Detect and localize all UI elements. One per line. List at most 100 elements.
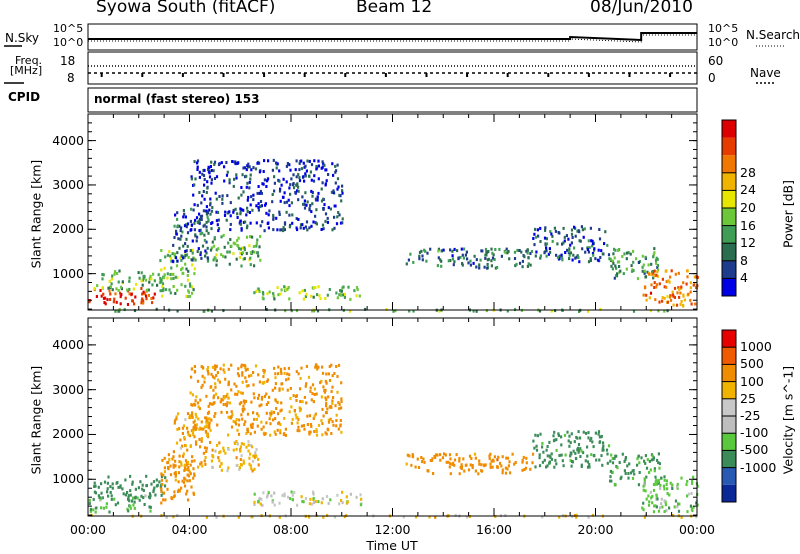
echo-cell bbox=[186, 489, 189, 493]
echo-cell bbox=[329, 207, 332, 211]
echo-cell bbox=[321, 422, 324, 426]
echo-cell bbox=[245, 213, 248, 217]
echo-cell bbox=[405, 462, 408, 466]
echo-cell bbox=[269, 433, 272, 437]
echo-cell bbox=[320, 187, 323, 191]
echo-cell bbox=[264, 202, 267, 206]
echo-cell bbox=[695, 501, 698, 505]
echo-cell bbox=[189, 444, 192, 448]
echo-cell bbox=[196, 161, 199, 165]
echo-cell bbox=[243, 248, 246, 252]
echo-cell bbox=[645, 466, 649, 470]
echo-cell bbox=[505, 456, 508, 460]
echo-cell bbox=[100, 491, 103, 495]
echo-cell bbox=[166, 487, 169, 491]
echo-cell bbox=[473, 452, 477, 456]
echo-cell bbox=[144, 494, 147, 498]
echo-cell bbox=[261, 296, 264, 300]
echo-cell bbox=[215, 263, 218, 267]
echo-cell bbox=[642, 263, 645, 267]
echo-cell bbox=[643, 515, 646, 519]
echo-cell bbox=[259, 258, 262, 262]
echo-cell bbox=[310, 189, 313, 193]
echo-cell bbox=[250, 515, 253, 519]
echo-cell bbox=[193, 228, 196, 232]
echo-cell bbox=[501, 455, 504, 459]
echo-cell bbox=[691, 480, 694, 483]
echo-cell bbox=[663, 309, 666, 313]
echo-cell bbox=[308, 432, 311, 436]
echo-cell bbox=[269, 412, 272, 416]
echo-cell bbox=[303, 206, 307, 210]
power-colorbar-label: Power [dB] bbox=[780, 179, 796, 249]
echo-cell bbox=[221, 398, 224, 402]
echo-cell bbox=[264, 432, 267, 436]
echo-cell bbox=[574, 234, 577, 238]
echo-cell bbox=[323, 163, 326, 167]
echo-cell bbox=[199, 253, 202, 257]
echo-cell bbox=[163, 466, 166, 470]
freq-hi: 18 bbox=[60, 54, 76, 68]
echo-cell bbox=[210, 178, 213, 182]
echo-cell bbox=[204, 254, 207, 258]
echo-cell bbox=[202, 224, 205, 228]
echo-cell bbox=[206, 418, 209, 422]
echo-cell bbox=[141, 487, 144, 491]
echo-cell bbox=[643, 459, 646, 463]
echo-cell bbox=[203, 223, 206, 227]
echo-cell bbox=[335, 365, 338, 368]
echo-cell bbox=[193, 419, 197, 423]
echo-cell bbox=[188, 294, 192, 298]
echo-cell bbox=[690, 302, 693, 306]
echo-cell bbox=[580, 463, 583, 467]
echo-cell bbox=[208, 421, 211, 425]
echo-cell bbox=[290, 177, 293, 181]
echo-cell bbox=[215, 197, 218, 201]
echo-cell bbox=[181, 432, 184, 435]
echo-cell bbox=[492, 253, 495, 257]
echo-cell bbox=[336, 187, 339, 191]
echo-cell bbox=[170, 496, 173, 500]
echo-cell bbox=[302, 202, 305, 206]
echo-cell bbox=[195, 216, 199, 220]
echo-cell bbox=[227, 383, 230, 387]
echo-cell bbox=[208, 426, 211, 430]
echo-cell bbox=[222, 403, 225, 406]
echo-cell bbox=[300, 495, 303, 499]
echo-cell bbox=[302, 175, 305, 179]
echo-cell bbox=[472, 309, 475, 313]
echo-cell bbox=[101, 496, 104, 500]
echo-cell bbox=[298, 176, 301, 180]
echo-cell bbox=[338, 502, 341, 506]
echo-cell bbox=[324, 297, 327, 300]
echo-cell bbox=[172, 272, 175, 276]
echo-cell bbox=[135, 282, 138, 286]
echo-cell bbox=[541, 445, 544, 449]
colorbar-tick-label: 1000 bbox=[740, 339, 772, 355]
echo-cell bbox=[175, 264, 179, 268]
echo-cell bbox=[195, 415, 198, 419]
echo-cell bbox=[491, 251, 494, 255]
echo-cell bbox=[506, 456, 510, 460]
echo-cell bbox=[226, 401, 229, 405]
echo-cell bbox=[453, 463, 456, 467]
echo-cell bbox=[312, 496, 315, 500]
echo-cell bbox=[576, 446, 580, 450]
echo-cell bbox=[246, 181, 249, 185]
echo-cell bbox=[589, 259, 592, 262]
echo-cell bbox=[195, 442, 198, 446]
echo-cell bbox=[482, 463, 486, 467]
echo-cell bbox=[322, 227, 325, 231]
echo-cell bbox=[638, 461, 641, 465]
echo-cell bbox=[182, 452, 185, 456]
echo-cell bbox=[280, 382, 283, 386]
echo-cell bbox=[286, 162, 289, 165]
echo-cell bbox=[650, 283, 653, 287]
echo-cell bbox=[251, 426, 254, 429]
echo-cell bbox=[258, 380, 261, 384]
echo-cell bbox=[408, 454, 411, 458]
colorbar-swatch bbox=[722, 190, 736, 208]
colorbar-tick-label: 12 bbox=[740, 235, 756, 251]
echo-cell bbox=[211, 221, 214, 225]
echo-cell bbox=[202, 174, 206, 177]
